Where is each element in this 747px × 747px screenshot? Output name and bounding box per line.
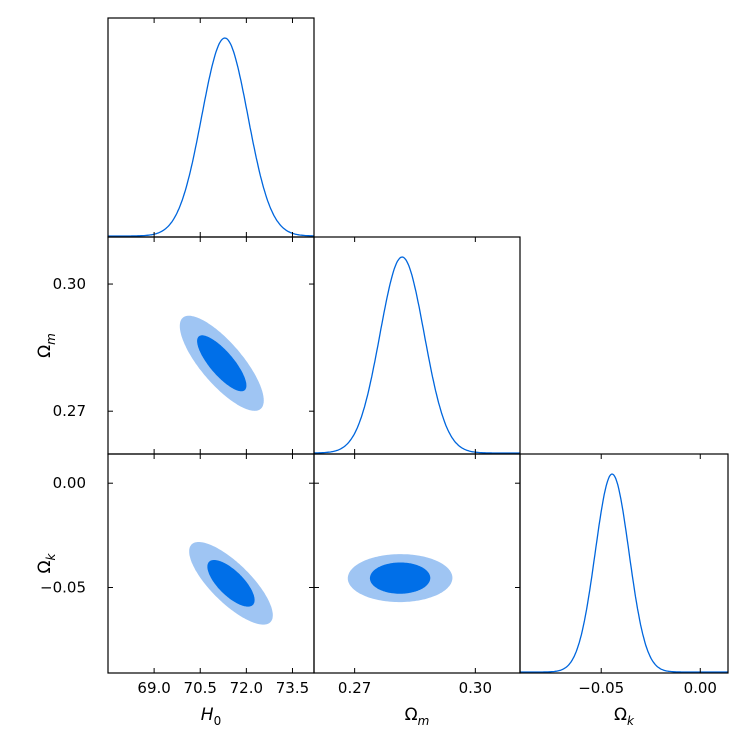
label-base: Ω xyxy=(405,705,418,725)
marginal-curve-H0 xyxy=(108,37,314,237)
x-tick-label-H0: 70.5 xyxy=(184,679,217,697)
y-tick-label-Omega_m: 0.30 xyxy=(53,275,86,293)
inner-contour-Omega_m-Omega_k xyxy=(369,562,431,594)
label-subscript: k xyxy=(627,714,635,728)
x-axis-label-Omega_k: Ωk xyxy=(614,705,635,728)
x-tick-label-Omega_m: 0.27 xyxy=(338,679,371,697)
marginal-curve-Omega_k xyxy=(520,473,728,673)
y-tick-label-Omega_k: 0.00 xyxy=(53,474,86,492)
panel-frame-Omega_m-Omega_m xyxy=(313,236,521,455)
label-subscript: m xyxy=(44,333,58,345)
inner-contour-H0-Omega_k xyxy=(207,560,255,607)
x-axis-label-Omega_m: Ωm xyxy=(405,705,430,728)
inner-contour-H0-Omega_m xyxy=(197,335,247,392)
x-tick-label-H0: 69.0 xyxy=(137,679,170,697)
label-base: Ω xyxy=(35,345,55,358)
label-base: Ω xyxy=(614,705,627,725)
label-base: Ω xyxy=(35,560,55,573)
x-tick-label-Omega_m: 0.30 xyxy=(459,679,492,697)
label-subscript: 0 xyxy=(214,714,222,728)
x-tick-label-H0: 73.5 xyxy=(276,679,309,697)
x-tick-label-H0: 72.0 xyxy=(230,679,263,697)
x-tick-label-Omega_k: 0.00 xyxy=(684,679,717,697)
panel-frame-Omega_k-Omega_k xyxy=(519,453,729,674)
y-axis-label-Omega_k: Ωk xyxy=(35,552,58,573)
contour-group-H0-Omega_m xyxy=(179,315,264,411)
x-axis-label-H0: H0 xyxy=(201,705,221,728)
label-base: H xyxy=(201,705,214,725)
label-subscript: m xyxy=(418,714,430,728)
y-tick-label-Omega_m: 0.27 xyxy=(53,402,86,420)
contour-group-Omega_m-Omega_k xyxy=(347,554,453,603)
label-subscript: k xyxy=(44,552,58,560)
x-tick-label-Omega_k: −0.05 xyxy=(578,679,624,697)
contour-group-H0-Omega_k xyxy=(189,542,273,625)
panel-frame-H0-H0 xyxy=(107,17,315,238)
y-axis-label-Omega_m: Ωm xyxy=(35,333,58,358)
y-tick-label-Omega_k: −0.05 xyxy=(40,578,86,596)
marginal-curve-Omega_m xyxy=(314,256,520,454)
